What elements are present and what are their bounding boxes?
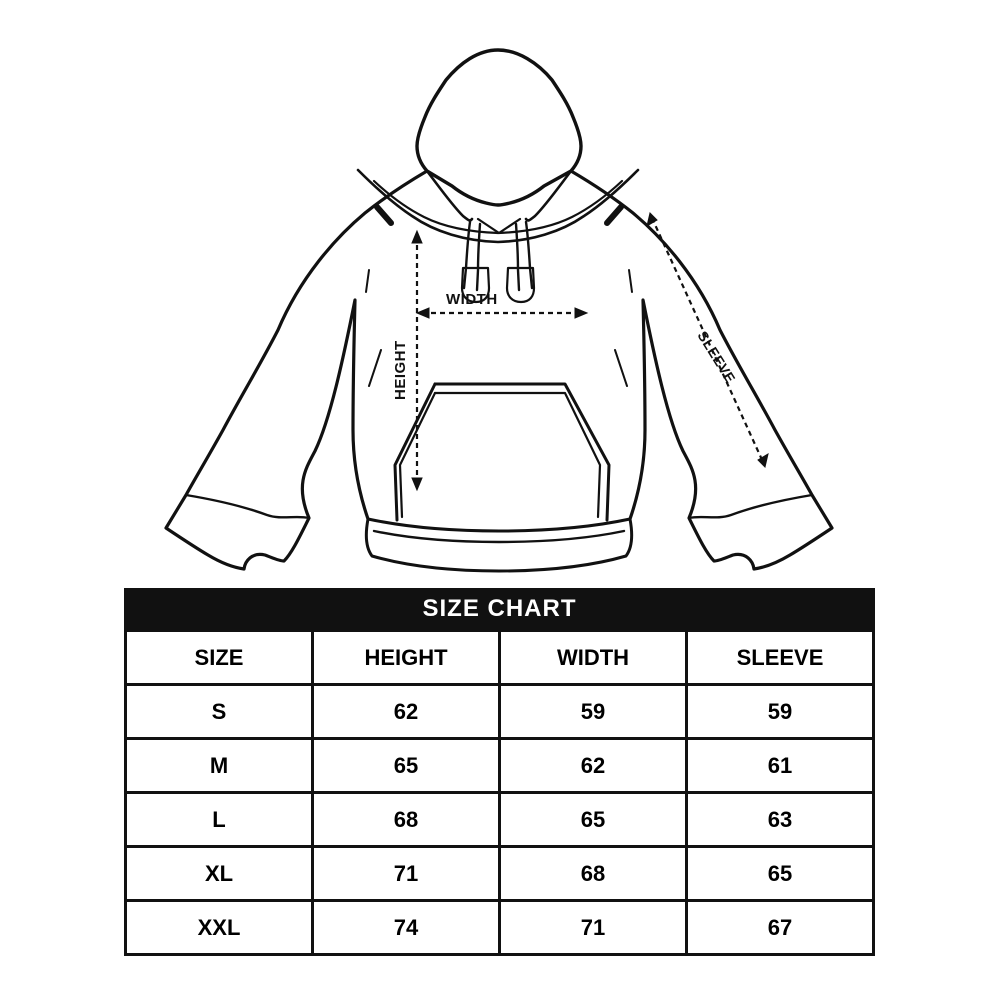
svg-text:WIDTH: WIDTH xyxy=(446,291,498,308)
svg-text:HEIGHT: HEIGHT xyxy=(392,340,409,400)
